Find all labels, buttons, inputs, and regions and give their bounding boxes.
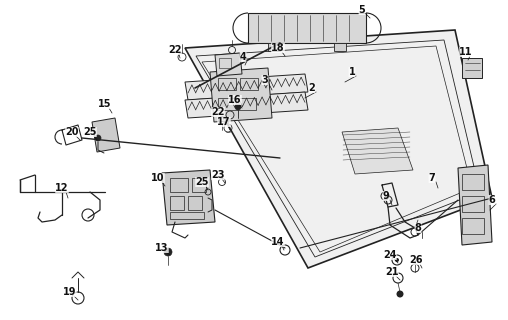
Polygon shape [210,68,272,122]
Text: 10: 10 [151,173,165,183]
Text: 24: 24 [383,250,397,260]
Polygon shape [92,118,120,152]
Bar [462,218,484,234]
Text: 25: 25 [195,177,209,187]
Polygon shape [185,30,492,268]
Text: 20: 20 [65,127,79,137]
Text: 23: 23 [211,170,225,180]
Circle shape [95,135,101,141]
Text: 11: 11 [459,47,473,57]
Bar [170,196,184,210]
Text: 3: 3 [262,75,268,85]
Circle shape [397,291,403,298]
Text: 6: 6 [489,195,495,205]
Text: 22: 22 [168,45,182,55]
Text: 9: 9 [383,191,389,201]
Text: 5: 5 [359,5,365,15]
Polygon shape [162,170,215,225]
Bar [248,13,366,43]
Bar [240,78,258,90]
Text: 2: 2 [309,83,315,93]
Text: 14: 14 [271,237,285,247]
Text: 21: 21 [385,267,399,277]
Polygon shape [185,74,308,100]
Text: 7: 7 [429,173,435,183]
Text: 26: 26 [409,255,423,265]
Bar [462,58,482,78]
Text: 19: 19 [64,287,77,297]
Text: 13: 13 [155,243,169,253]
Bar [218,78,236,90]
Bar [462,196,484,212]
Polygon shape [185,92,308,118]
Bar [219,58,231,68]
Circle shape [164,248,172,256]
Polygon shape [458,165,492,245]
Text: 22: 22 [211,107,225,117]
Bar [170,178,188,192]
Text: 18: 18 [271,43,285,53]
Bar [218,98,256,110]
Text: 1: 1 [348,67,356,77]
Bar [334,43,346,51]
Bar [192,178,206,192]
Circle shape [235,104,241,110]
Text: 8: 8 [415,223,422,233]
Bar [188,196,202,210]
Bar [462,174,484,190]
Text: 16: 16 [228,95,242,105]
Text: 17: 17 [217,117,231,127]
Polygon shape [342,128,413,174]
Text: 25: 25 [83,127,97,137]
Circle shape [395,258,399,262]
Bar [268,43,280,51]
Text: 15: 15 [98,99,112,109]
Text: 4: 4 [240,52,246,62]
Polygon shape [215,53,242,76]
Bar [170,212,204,219]
Text: 12: 12 [55,183,69,193]
